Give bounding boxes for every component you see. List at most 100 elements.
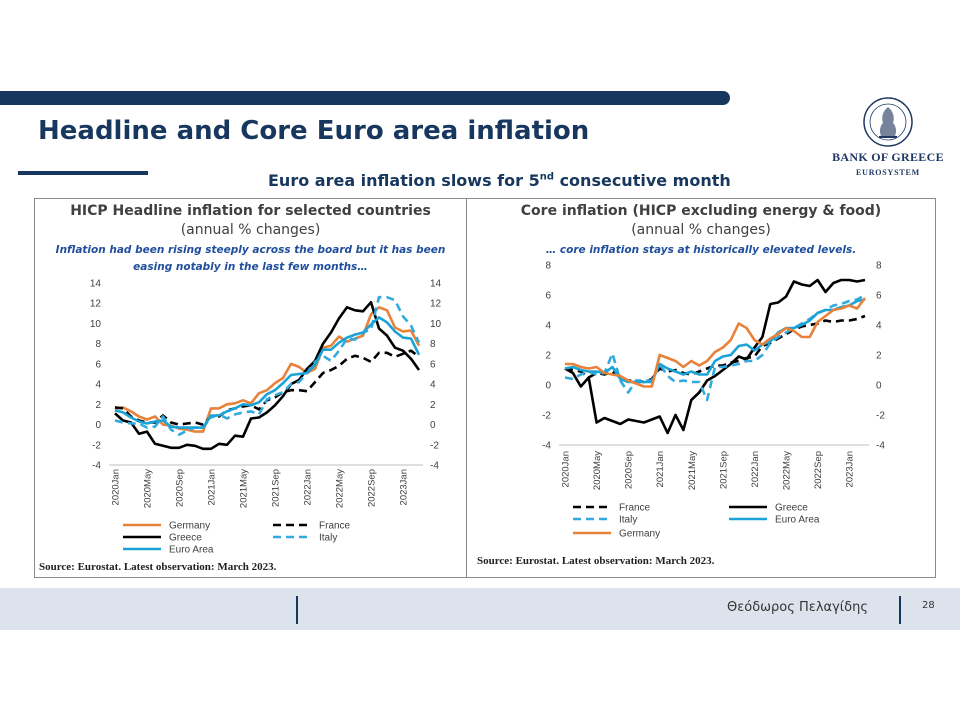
charts-frame: HICP Headline inflation for selected cou…	[34, 198, 936, 578]
chart-title: HICP Headline inflation for selected cou…	[70, 203, 431, 219]
headline-inflation-chart: -4 -4 -2 -2 0 0 2 2 4 4 6 6 8 8 10 10 12 12 14 14 2020Jan 202…	[90, 279, 442, 556]
y-tick-label-left: 12	[90, 299, 102, 310]
x-tick-label: 2023Jan	[845, 451, 856, 487]
y-tick-label-left: 10	[90, 319, 102, 330]
core-inflation-chart: -4 -4 -2 -2 0 0 2 2 4 4 6 6 8 8 2020Jan 2020May 2020Sep 2…	[542, 261, 885, 540]
y-tick-label-right: 4	[876, 321, 882, 332]
series-line-greece	[564, 278, 866, 435]
x-tick-label: 2022Jan	[750, 451, 761, 487]
chart-annotation: … core inflation stays at historically e…	[545, 244, 857, 256]
series-line-italy	[114, 295, 421, 436]
chart-title: Core inflation (HICP excluding energy & …	[520, 203, 882, 219]
slide-title: Headline and Core Euro area inflation	[38, 116, 590, 146]
x-tick-label: 2022Sep	[813, 451, 824, 489]
subtitle-end: consecutive month	[554, 171, 731, 190]
series-line-germany	[114, 306, 421, 433]
legend-label-france: France	[619, 503, 651, 514]
y-tick-label-right: -2	[430, 440, 439, 451]
legend-label-germany: Germany	[169, 521, 210, 532]
slide-subtitle: Euro area inflation slows for 5nd consec…	[268, 171, 731, 190]
y-tick-label-right: 2	[430, 400, 436, 411]
y-tick-label-left: 0	[95, 420, 101, 431]
y-tick-label-right: 2	[876, 351, 882, 362]
x-tick-label: 2020Jan	[111, 469, 122, 505]
footer-band	[0, 588, 960, 630]
legend-label-euro-area: Euro Area	[169, 545, 214, 556]
y-tick-label-right: 4	[430, 380, 436, 391]
y-tick-label-left: 14	[90, 279, 102, 290]
y-tick-label-left: -4	[92, 461, 101, 472]
y-tick-label-right: 6	[430, 359, 436, 370]
page-number: 28	[922, 600, 935, 611]
chart-source: Source: Eurostat. Latest observation: Ma…	[39, 561, 277, 573]
chart-annotation: Inflation had been rising steeply across…	[55, 244, 446, 273]
y-tick-label-right: -4	[876, 441, 885, 452]
x-tick-label: 2020Jan	[561, 451, 572, 487]
x-tick-label: 2020May	[143, 469, 154, 508]
legend-label-euro-area: Euro Area	[775, 515, 820, 526]
series-line-germany	[565, 297, 867, 388]
core-chart-panel: Core inflation (HICP excluding energy & …	[467, 199, 935, 577]
series-line-greece	[114, 300, 421, 451]
y-tick-label-right: 8	[430, 339, 436, 350]
x-tick-label: 2021Sep	[718, 451, 729, 489]
x-tick-label: 2022May	[782, 451, 793, 490]
y-tick-label-left: 0	[545, 381, 551, 392]
y-tick-label-left: 4	[95, 380, 101, 391]
series-line-euro-area	[114, 316, 421, 429]
x-tick-label: 2020Sep	[624, 451, 635, 489]
top-accent-band	[0, 91, 730, 105]
footer-divider	[899, 596, 901, 624]
bank-logo: BANK OF GREECE EUROSYSTEM	[828, 96, 948, 177]
bank-name: BANK OF GREECE	[832, 150, 944, 164]
x-tick-label: 2022Jan	[303, 469, 314, 505]
chart-source: Source: Eurostat. Latest observation: Ma…	[477, 555, 715, 567]
y-tick-label-left: 2	[545, 351, 551, 362]
x-tick-label: 2021Sep	[271, 469, 282, 507]
subtitle-superscript: nd	[539, 171, 554, 183]
legend-label-greece: Greece	[775, 503, 808, 514]
x-tick-label: 2021Jan	[207, 469, 218, 505]
y-tick-label-left: -2	[542, 411, 551, 422]
legend-label-italy: Italy	[319, 533, 337, 544]
y-tick-label-right: 0	[876, 381, 882, 392]
series-line-euro-area	[564, 298, 866, 384]
chart-subtitle: (annual % changes)	[631, 222, 771, 238]
y-tick-label-right: 0	[430, 420, 436, 431]
y-tick-label-right: 12	[430, 299, 442, 310]
y-tick-label-right: 6	[876, 291, 882, 302]
x-tick-label: 2021May	[687, 451, 698, 490]
y-tick-label-left: -2	[92, 440, 101, 451]
y-tick-label-left: 2	[95, 400, 101, 411]
y-tick-label-right: 14	[430, 279, 442, 290]
footer-divider	[296, 596, 298, 624]
legend-label-greece: Greece	[169, 533, 202, 544]
subtitle-main: Euro area inflation slows for 5	[268, 171, 540, 190]
y-tick-label-right: 8	[876, 261, 882, 272]
y-tick-label-left: 6	[95, 359, 101, 370]
bank-seal-icon	[863, 97, 913, 147]
legend-label-germany: Germany	[619, 529, 660, 540]
series-line-france	[564, 314, 866, 384]
x-tick-label: 2020May	[592, 451, 603, 490]
legend-label-france: France	[319, 521, 351, 532]
series-line-italy	[564, 293, 866, 402]
x-tick-label: 2023Jan	[399, 469, 410, 505]
x-tick-label: 2022May	[335, 469, 346, 508]
chart-subtitle: (annual % changes)	[180, 222, 321, 238]
headline-chart-panel: HICP Headline inflation for selected cou…	[35, 199, 467, 577]
y-tick-label-left: 6	[545, 291, 551, 302]
title-underline	[18, 171, 148, 175]
y-tick-label-left: 4	[545, 321, 551, 332]
author-name: Θεόδωρος Πελαγίδης	[727, 600, 869, 615]
x-tick-label: 2022Sep	[367, 469, 378, 507]
legend-label-italy: Italy	[619, 515, 637, 526]
y-tick-label-right: 10	[430, 319, 442, 330]
y-tick-label-left: 8	[545, 261, 551, 272]
y-tick-label-right: -4	[430, 461, 439, 472]
y-tick-label-left: -4	[542, 441, 551, 452]
y-tick-label-left: 8	[95, 339, 101, 350]
y-tick-label-right: -2	[876, 411, 885, 422]
x-tick-label: 2021Jan	[655, 451, 666, 487]
bank-subname: EUROSYSTEM	[855, 168, 920, 177]
